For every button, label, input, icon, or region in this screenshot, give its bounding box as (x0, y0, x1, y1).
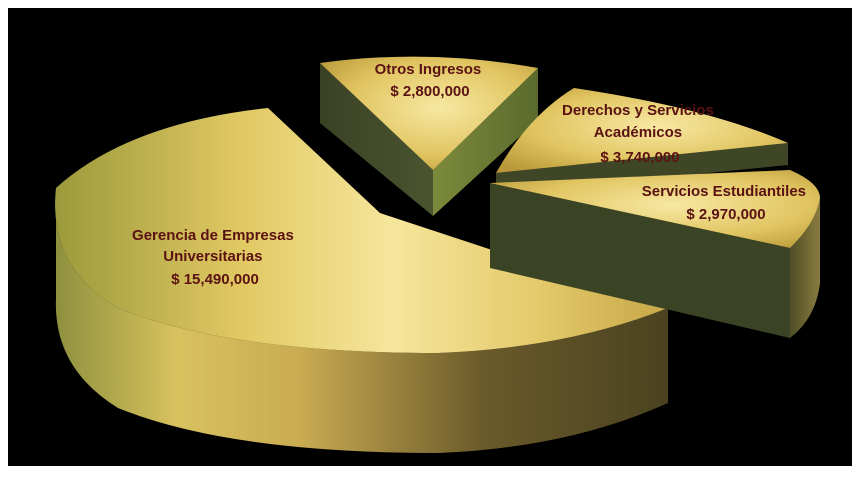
label-otros: Otros Ingresos $ 2,800,000 (375, 61, 486, 100)
label-estudiantiles: Servicios Estudiantiles $ 2,970,000 (642, 183, 810, 223)
label-otros-line-1: Otros Ingresos (375, 61, 482, 78)
slice-top-otros (320, 56, 538, 170)
label-derechos-line-2: Académicos (594, 124, 682, 141)
slice-wall-estudiantiles-side (790, 198, 820, 338)
label-estudiantiles-value: $ 2,970,000 (686, 206, 765, 223)
label-derechos-line-1: Derechos y Servicios (562, 102, 714, 119)
label-otros-value: $ 2,800,000 (390, 83, 469, 100)
label-derechos-value: $ 3,740,000 (600, 149, 679, 166)
slice-wall-otros-left (320, 63, 433, 216)
slice-top-gerencia (55, 108, 668, 353)
chart-frame: Gerencia de Empresas Universitarias $ 15… (8, 8, 852, 466)
label-gerencia: Gerencia de Empresas Universitarias $ 15… (132, 227, 298, 288)
label-gerencia-line-2: Universitarias (163, 248, 262, 265)
label-gerencia-value: $ 15,490,000 (171, 271, 259, 288)
slice-wall-estudiantiles-inner (490, 183, 790, 338)
slice-top-estudiantiles (490, 170, 820, 248)
label-estudiantiles-line-1: Servicios Estudiantiles (642, 183, 806, 200)
slice-side-gerencia (55, 188, 668, 453)
label-gerencia-line-1: Gerencia de Empresas (132, 227, 294, 244)
pie-chart: Gerencia de Empresas Universitarias $ 15… (55, 56, 820, 453)
slice-top-derechos (496, 88, 788, 173)
slice-wall-otros-right (433, 68, 538, 216)
label-derechos: Derechos y Servicios Académicos $ 3,740,… (562, 102, 718, 166)
